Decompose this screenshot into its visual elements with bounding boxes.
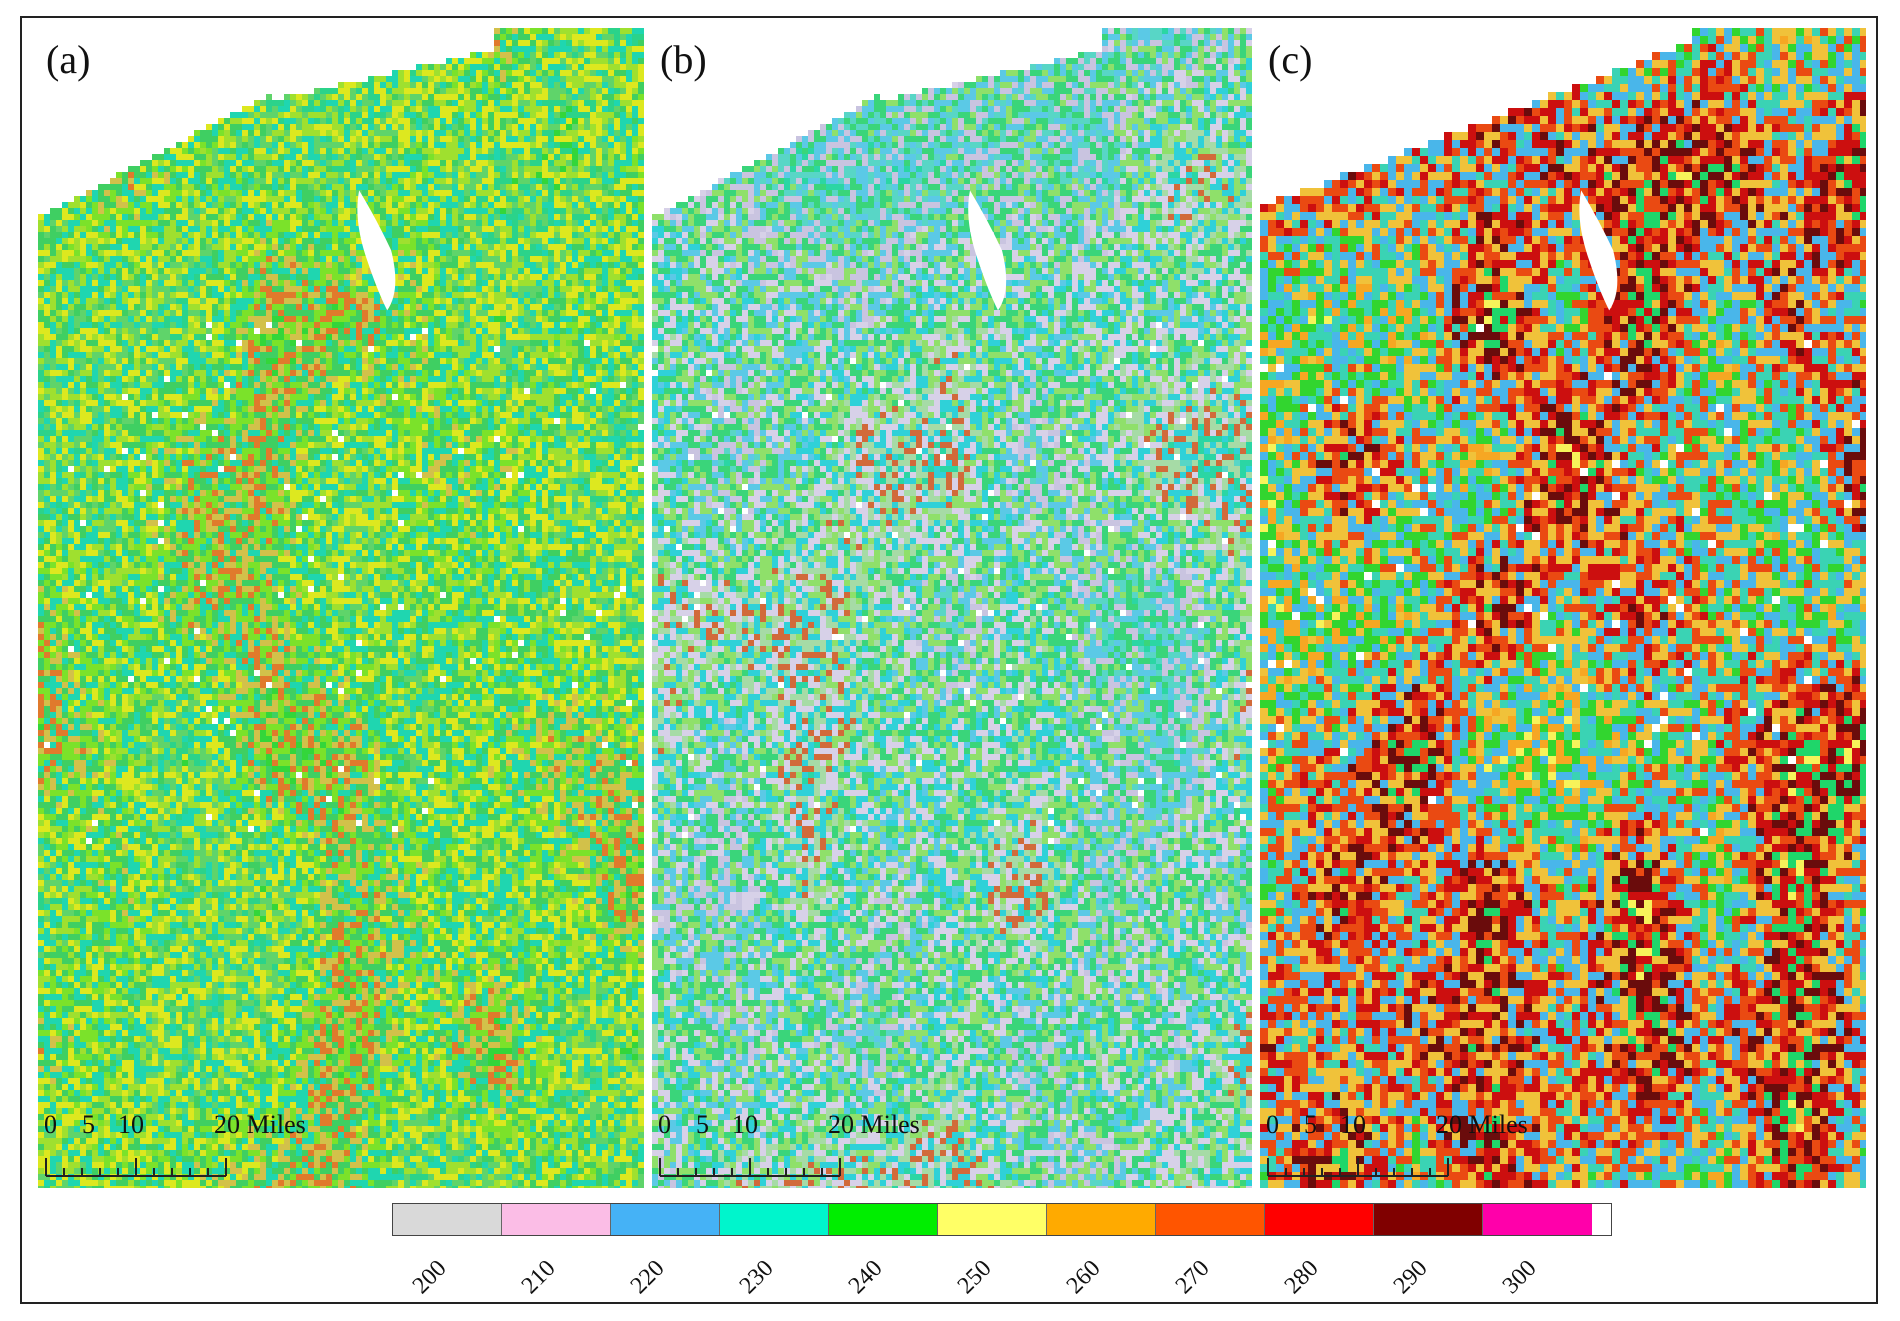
scalebar-b: 0 5 10 20 Miles [658,1110,920,1188]
scale-ticks [45,1158,227,1177]
panel-label-a: (a) [46,36,90,83]
scale-label-0: 0 [1266,1110,1279,1140]
legend-label-210: 210 [517,1255,562,1300]
legend-label-240: 240 [844,1255,889,1300]
legend-swatch-290 [1374,1204,1483,1235]
raster-map-a [38,28,644,1188]
legend-label-200: 200 [408,1255,453,1300]
scale-ticks [1267,1158,1449,1177]
lake-feature [1579,190,1618,311]
lake-feature [357,190,396,311]
legend-label-300: 300 [1498,1255,1543,1300]
legend-label-220: 220 [626,1255,671,1300]
scale-label-0: 0 [44,1110,57,1140]
scale-label-5: 5 [1304,1110,1317,1140]
legend-swatch-210 [502,1204,611,1235]
scale-label-10: 10 [1340,1110,1366,1140]
scale-label-20: 20 Miles [828,1110,920,1140]
lake-feature [968,190,1007,311]
legend-label-290: 290 [1389,1255,1434,1300]
legend-label-280: 280 [1280,1255,1325,1300]
map-panel-a: (a) 0 5 10 20 Miles [38,28,644,1188]
legend-swatch-220 [611,1204,720,1235]
panel-label-c: (c) [1268,36,1312,83]
legend-label-230: 230 [735,1255,780,1300]
legend-swatch-300 [1483,1204,1592,1235]
legend-swatch-230 [720,1204,829,1235]
legend-label-270: 270 [1171,1255,1216,1300]
legend-swatch-280 [1265,1204,1374,1235]
raster-map-b [652,28,1252,1188]
raster-map-c [1260,28,1866,1188]
legend-label-260: 260 [1062,1255,1107,1300]
legend-label-250: 250 [953,1255,998,1300]
color-legend: 200 210 220 230 240 250 260 270 280 290 300 [392,1203,1612,1299]
scale-label-20: 20 Miles [214,1110,306,1140]
legend-swatch-270 [1156,1204,1265,1235]
scale-label-20: 20 Miles [1436,1110,1528,1140]
scale-label-0: 0 [658,1110,671,1140]
scale-label-10: 10 [732,1110,758,1140]
legend-swatch-200 [393,1204,502,1235]
panel-label-b: (b) [660,36,707,83]
legend-swatch-260 [1047,1204,1156,1235]
legend-swatches [392,1203,1612,1236]
scale-ticks [659,1158,841,1177]
scale-label-5: 5 [82,1110,95,1140]
map-panel-c: (c) 0 5 10 20 Miles [1260,28,1866,1188]
legend-swatch-240 [829,1204,938,1235]
scalebar-a: 0 5 10 20 Miles [44,1110,306,1188]
scale-label-5: 5 [696,1110,709,1140]
legend-swatch-250 [938,1204,1047,1235]
map-panel-b: (b) 0 5 10 20 Miles [652,28,1252,1188]
legend-labels: 200 210 220 230 240 250 260 270 280 290 300 [392,1236,1612,1299]
scale-label-10: 10 [118,1110,144,1140]
scalebar-c: 0 5 10 20 Miles [1266,1110,1528,1188]
figure-frame [20,16,1878,1304]
